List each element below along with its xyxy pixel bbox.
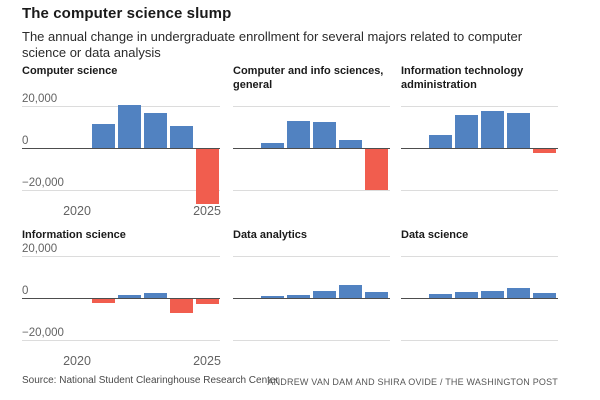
page-subtitle-line-2: science or data analysis [22, 45, 161, 60]
gridline-negative [401, 340, 558, 341]
bar-2025 [533, 292, 557, 298]
x-axis-label: 2025 [193, 204, 221, 218]
bar-2021 [428, 293, 452, 298]
bar-2021 [260, 143, 284, 148]
zero-axis-line [22, 148, 220, 149]
gridline-negative [22, 340, 220, 341]
y-axis-label: 20,000 [22, 93, 58, 105]
x-axis-label: 2020 [63, 204, 91, 218]
gridline-positive [22, 256, 220, 257]
chart-computer-and-info-sciences-general: Computer and info sciences, general [233, 64, 390, 234]
chart-information-technology-administration: Information technology administration [401, 64, 558, 234]
zero-axis-line [22, 298, 220, 299]
chart-title-line: general [233, 79, 273, 91]
source-note: Source: National Student Clearinghouse R… [22, 375, 279, 386]
chart-title-line: Information science [22, 229, 126, 241]
y-axis-label: 0 [22, 135, 29, 147]
bar-2023 [143, 113, 167, 148]
y-axis-label: −20,000 [22, 327, 64, 339]
plot-area [233, 96, 390, 208]
bar-2025 [195, 299, 219, 305]
bar-2021 [428, 134, 452, 148]
y-axis-label: −20,000 [22, 177, 64, 189]
bar-2025 [195, 149, 219, 204]
bar-2021 [91, 123, 115, 148]
bar-2022 [117, 104, 141, 148]
gridline-negative [233, 190, 390, 191]
zero-axis-line [233, 148, 390, 149]
chart-information-science: Information science 20,000 0 −20,000 2020 202… [22, 228, 221, 384]
chart-title-line: administration [401, 79, 477, 91]
bar-2023 [313, 121, 337, 148]
y-axis-label: 0 [22, 285, 29, 297]
zero-axis-line [401, 148, 558, 149]
bar-2024 [339, 140, 363, 148]
plot-area [401, 246, 558, 358]
chart-title-line: Computer science [22, 65, 118, 77]
chart-data-analytics: Data analytics [233, 228, 390, 384]
bar-2024 [507, 112, 531, 148]
chart-computer-science: Computer science 20,000 0 −20,000 2020 2025 [22, 64, 221, 234]
bar-2022 [117, 294, 141, 298]
chart-title-line: Data science [401, 229, 469, 241]
page-title: The computer science slump [22, 5, 232, 22]
zero-axis-line [401, 298, 558, 299]
page-subtitle: The annual change in undergraduate enrol… [22, 29, 522, 61]
gridline-negative [22, 190, 220, 191]
bar-2024 [507, 288, 531, 298]
byline-credit: ANDREW VAN DAM AND SHIRA OVIDE / THE WAS… [267, 377, 558, 387]
page-subtitle-line-1: The annual change in undergraduate enrol… [22, 29, 523, 44]
plot-area [401, 96, 558, 208]
gridline-positive [233, 106, 390, 107]
bar-2024 [339, 284, 363, 298]
plot-area [233, 246, 390, 358]
bar-2022 [286, 295, 310, 298]
bar-2025 [533, 149, 557, 154]
bar-2023 [481, 111, 505, 148]
chart-title-line: Data analytics [233, 229, 307, 241]
gridline-positive [401, 256, 558, 257]
bar-2024 [169, 299, 193, 313]
bar-2022 [454, 291, 478, 298]
plot-area: 20,000 0 −20,000 [22, 93, 220, 208]
chart-title-line: Computer and info sciences, [233, 65, 384, 77]
gridline-negative [233, 340, 390, 341]
x-axis-label: 2020 [63, 354, 91, 368]
y-axis-label: 20,000 [22, 243, 58, 255]
bar-2021 [91, 299, 115, 303]
plot-area: 20,000 0 −20,000 [22, 243, 220, 358]
bar-2022 [454, 115, 478, 148]
gridline-negative [401, 190, 558, 191]
chart-data-science: Data science [401, 228, 558, 384]
bar-2021 [260, 295, 284, 298]
bar-2025 [365, 291, 389, 298]
zero-axis-line [233, 298, 390, 299]
bar-2023 [313, 291, 337, 298]
chart-title-line: Information technology [401, 65, 524, 77]
gridline-positive [233, 256, 390, 257]
bar-2023 [481, 291, 505, 298]
bar-2025 [365, 149, 389, 190]
bar-2023 [143, 293, 167, 298]
bar-2022 [286, 121, 310, 148]
gridline-positive [401, 106, 558, 107]
bar-2024 [169, 125, 193, 148]
x-axis-label: 2025 [193, 354, 221, 368]
